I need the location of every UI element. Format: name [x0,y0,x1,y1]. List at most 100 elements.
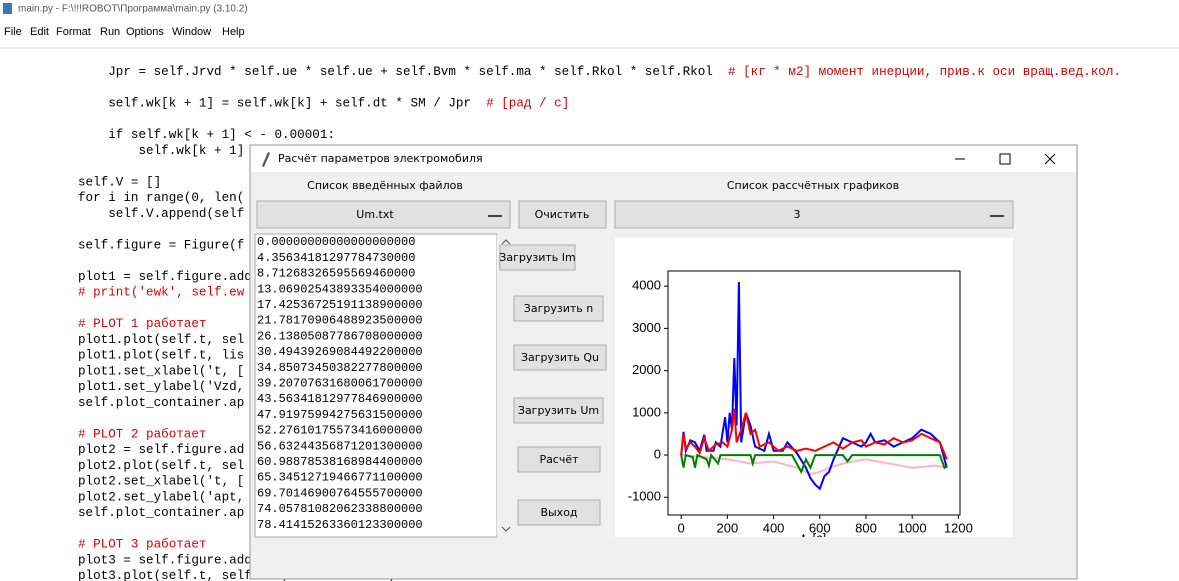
menu-item[interactable]: Help [222,26,245,38]
code-line: # print('ewk', self.ew [78,286,245,300]
menu-item[interactable]: Edit [30,26,49,38]
list-item: 13.06902543893354000000 [257,282,423,296]
list-item: 17.42536725191138900000 [257,298,423,312]
code-text: plot2.set_xlabel('t, [ [78,475,244,489]
file-listbox[interactable] [254,233,498,538]
button[interactable] [513,295,604,322]
code-line: # PLOT 1 работает [78,317,206,331]
code-text: plot2.set_ylabel('apt, [78,491,244,505]
list-item: 34.85073450382277800000 [257,361,423,375]
code-line: self.plot_container.ap [78,396,244,410]
button[interactable] [517,499,601,526]
menu-item[interactable]: Run [100,26,120,38]
code-text: for i in range(0, len( [78,191,244,205]
menu-item[interactable]: Options [126,26,164,38]
list-item: 69.70146900764555700000 [257,486,423,500]
code-line: self.figure = Figure(f [78,239,244,253]
graph-dropdown[interactable] [614,200,1014,229]
code-line: plot2 = self.figure.ad [78,443,244,457]
code-comment: # [рад / с] [471,97,569,111]
code-comment: # PLOT 1 работает [78,317,206,331]
list-item: 21.78170906488923500000 [257,314,423,328]
code-line: plot1.set_ylabel('Vzd, [78,380,244,394]
code-text: plot1.plot(self.t, lis [78,349,244,363]
y-tick-label: 2000 [632,362,661,377]
list-item: 52.27610175573416000000 [257,424,423,438]
code-line: # PLOT 2 работает [78,428,206,442]
code-line: self.V = [] [78,176,161,190]
scrollbar[interactable] [497,234,515,537]
list-item: 56.63244356871201300000 [257,439,423,453]
x-tick-label: 1000 [898,520,927,535]
code-text: if self.wk[k + 1] < - 0.00001: [78,128,335,142]
y-tick-label: 4000 [632,278,661,293]
list-item: 4.35634181297784730000 [257,251,415,265]
button[interactable] [513,344,607,371]
button[interactable] [517,446,601,473]
code-line: Jpr = self.Jrvd * self.ue * self.ue + se… [78,65,1121,79]
graphs-label: Список рассчётных графиков [727,179,899,192]
code-line: for i in range(0, len( [78,191,244,205]
x-tick-label: 1200 [944,520,973,535]
code-text: self.V.append(self [78,207,244,221]
code-text: plot1 = self.figure.add [78,270,252,284]
button-label: Загрузить n [524,302,593,315]
menu-item[interactable]: Format [56,26,91,38]
code-text: self.wk[k + 1] = self.wk[k] + self.dt * … [78,97,471,111]
x-tick-label: 600 [809,520,831,535]
scroll-up[interactable] [501,239,511,245]
code-line: self.plot_container.ap [78,506,244,520]
editor-chrome [0,0,1179,48]
maximize[interactable] [999,153,1011,165]
button[interactable] [513,397,604,424]
code-line: plot2.plot(self.t, sel [78,459,244,473]
code-text: plot1.plot(self.t, sel [78,333,244,347]
code-line: plot1.plot(self.t, sel [78,333,244,347]
graph-selected: 3 [794,208,801,221]
series-line [680,408,948,460]
axes-frame [667,270,961,516]
code-text: self.plot_container.ap [78,506,244,520]
dialog-title: Расчёт параметров электромобиля [278,152,483,165]
x-tick-label: 400 [763,520,785,535]
y-tick-label: 3000 [632,320,661,335]
code-text: self.plot_container.ap [78,396,244,410]
file-selected: Um.txt [356,208,394,221]
code-line: self.wk[k + 1] = self.wk[k] + self.dt * … [78,97,569,111]
code-comment: # [кг * м2] момент инерции, прив.к оси в… [713,65,1121,79]
scroll-down[interactable] [501,526,511,532]
figure [615,238,1013,537]
list-item: 30.49439269084492200000 [257,345,423,359]
clear-button[interactable] [518,200,607,229]
list-item: 78.41415263360123300000 [257,518,423,532]
code-text: plot1.set_xlabel('t, [ [78,365,244,379]
dialog-titlebar [251,146,1076,172]
button-label: Загрузить Qu [521,351,599,364]
y-tick-label: 0 [654,446,661,461]
code-comment: # PLOT 3 работает [78,538,206,552]
app-icon [3,3,12,14]
series-line [680,452,948,475]
x-tick-label: 800 [855,520,877,535]
list-item: 47.91975994275631500000 [257,408,423,422]
code-text: plot3.plot(self.t, self.Mvr, color="blue… [78,569,395,581]
list-item: 43.56341812977846900000 [257,392,423,406]
menu-item[interactable]: File [4,26,22,38]
close[interactable] [1044,153,1056,165]
series-line [681,454,947,476]
code-line: plot2.set_ylabel('apt, [78,491,244,505]
code-text: Jpr = self.Jrvd * self.ue * self.ue + se… [78,65,713,79]
list-item: 39.20707631680061700000 [257,376,423,390]
menu-item[interactable]: Window [172,26,211,38]
code-text: plot2.plot(self.t, sel [78,459,244,473]
window-title: main.py - F:\!!!ROBOT\Программа\main.py … [18,4,248,15]
code-comment: # print('ewk', self.ew [78,286,245,300]
x-tick-label: 0 [678,520,685,535]
button[interactable] [499,244,576,271]
y-tick-label: -1000 [628,489,661,504]
list-item: 8.71268326595569460000 [257,267,415,281]
list-item: 0.00000000000000000000 [257,235,415,249]
button-label: Загрузить Um [518,404,599,417]
file-dropdown[interactable] [256,200,511,229]
